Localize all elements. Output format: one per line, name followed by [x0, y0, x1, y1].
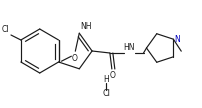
Text: Cl: Cl — [1, 25, 9, 34]
Text: Cl: Cl — [102, 88, 110, 98]
Text: O: O — [71, 54, 77, 63]
Text: H: H — [103, 75, 109, 84]
Text: N: N — [174, 35, 180, 44]
Text: O: O — [110, 71, 116, 80]
Text: HN: HN — [124, 43, 135, 52]
Text: NH: NH — [80, 22, 92, 31]
